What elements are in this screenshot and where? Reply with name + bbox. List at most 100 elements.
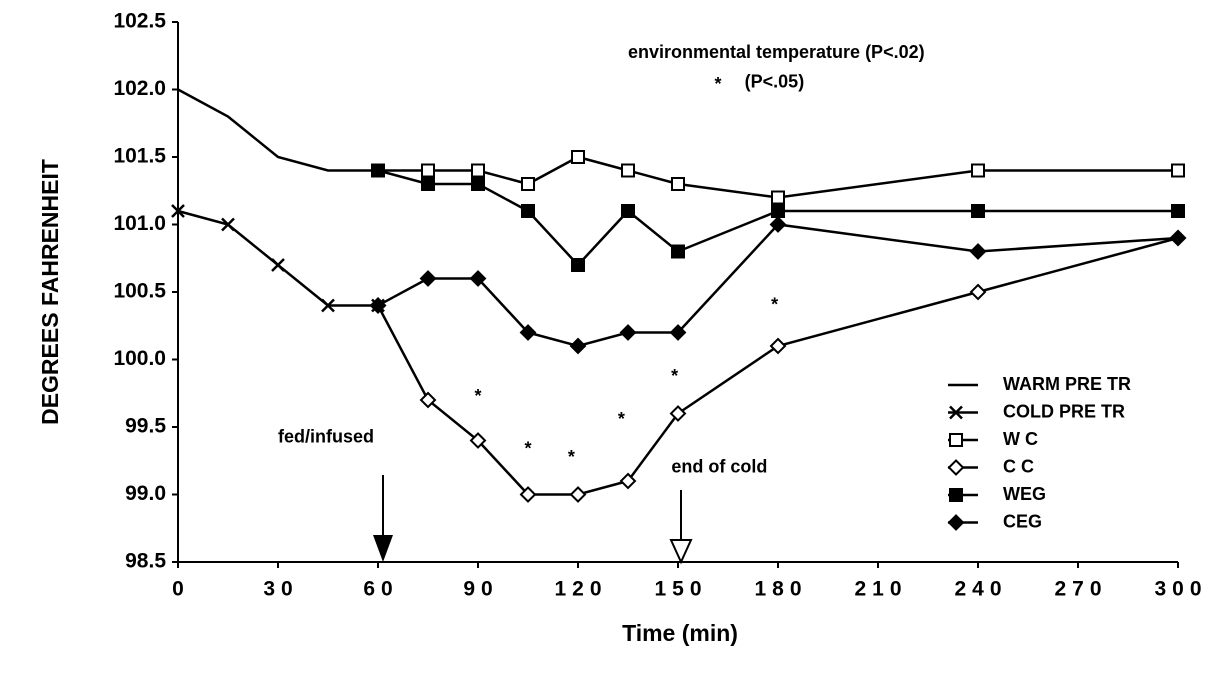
marker [271, 258, 285, 272]
annotation: (P<.05) [745, 72, 805, 92]
x-tick-label: 60 [363, 578, 398, 601]
marker [621, 163, 635, 178]
marker [521, 204, 535, 218]
marker [421, 163, 435, 178]
marker [671, 177, 685, 191]
y-tick-label: 99.5 [125, 415, 166, 438]
legend-label: CEG [1003, 511, 1042, 531]
marker [949, 433, 963, 447]
x-tick-label: 240 [954, 578, 1007, 601]
marker [771, 204, 785, 218]
marker [971, 163, 985, 178]
x-tick-label: 0 [172, 578, 190, 601]
marker [371, 163, 385, 178]
marker [971, 204, 985, 218]
marker [471, 163, 485, 178]
marker [949, 405, 963, 420]
marker [769, 337, 787, 355]
marker [969, 283, 987, 301]
marker [321, 298, 335, 313]
marker [619, 324, 637, 341]
annotation: environmental temperature (P<.02) [628, 42, 925, 62]
marker-x [221, 217, 235, 232]
y-tick-label: 101.5 [113, 145, 166, 168]
x-tick-label: 30 [263, 578, 298, 601]
arrow-fed [373, 475, 393, 562]
annotation: * [568, 447, 575, 467]
marker [671, 244, 685, 259]
marker [621, 204, 635, 218]
series-line [376, 236, 1179, 496]
marker [519, 324, 537, 341]
x-axis-label: Time (min) [622, 620, 738, 646]
y-tick-label: 102.0 [113, 77, 166, 100]
marker [471, 177, 485, 191]
series-line [377, 169, 1178, 267]
marker [947, 514, 965, 531]
annotation: fed/infused [278, 427, 374, 447]
legend-label: W C [1003, 429, 1038, 449]
y-tick-label: 100.5 [113, 280, 166, 303]
marker [571, 150, 585, 164]
x-tick-label: 90 [463, 578, 498, 601]
marker [771, 190, 785, 205]
marker [419, 270, 437, 287]
y-tick-label: 101.0 [113, 212, 166, 235]
legend-label: COLD PRE TR [1003, 401, 1125, 421]
series-line [378, 155, 1178, 199]
marker-x [321, 298, 335, 313]
marker [571, 258, 585, 272]
marker [619, 472, 637, 490]
marker [1171, 204, 1185, 218]
marker [769, 216, 787, 233]
series-line [177, 88, 378, 172]
x-tick-label: 180 [754, 578, 807, 601]
annotation: end of cold [671, 456, 767, 476]
y-tick-label: 99.0 [125, 482, 166, 505]
y-tick-label: 98.5 [125, 550, 166, 573]
y-tick-label: 100.0 [113, 347, 166, 370]
marker [569, 337, 587, 355]
legend-label: WARM PRE TR [1003, 374, 1131, 394]
marker [369, 297, 387, 314]
marker-x [271, 258, 285, 272]
marker [419, 391, 437, 409]
x-tick-label: 120 [554, 578, 607, 601]
marker [969, 243, 987, 260]
legend-label: WEG [1003, 484, 1046, 504]
marker [519, 486, 537, 503]
marker [669, 405, 687, 422]
marker [1171, 163, 1185, 178]
marker [171, 204, 185, 218]
annotation: * [474, 386, 481, 406]
marker [949, 488, 963, 502]
x-tick-label: 270 [1054, 578, 1107, 601]
marker [421, 177, 435, 191]
marker [221, 217, 235, 232]
y-tick-label: 102.5 [113, 10, 166, 33]
x-tick-label: 300 [1154, 578, 1207, 601]
marker [947, 459, 965, 476]
annotation: * [771, 294, 778, 314]
marker [669, 324, 687, 341]
legend-label: C C [1003, 456, 1034, 476]
marker [569, 486, 587, 503]
x-tick-label: 210 [854, 578, 907, 601]
annotation: * [714, 74, 721, 94]
x-tick-label: 150 [654, 578, 707, 601]
y-axis-label: DEGREES FAHRENHEIT [37, 159, 63, 425]
arrow-end-cold [669, 490, 693, 565]
marker-x [949, 405, 963, 420]
marker-x [171, 204, 185, 218]
annotation: * [524, 439, 531, 459]
marker [469, 270, 487, 287]
series-line [177, 209, 378, 307]
annotation: * [671, 366, 678, 386]
marker [521, 177, 535, 191]
series-line [377, 223, 1179, 348]
marker [1169, 229, 1187, 247]
annotation: * [618, 409, 625, 429]
marker [469, 432, 487, 449]
